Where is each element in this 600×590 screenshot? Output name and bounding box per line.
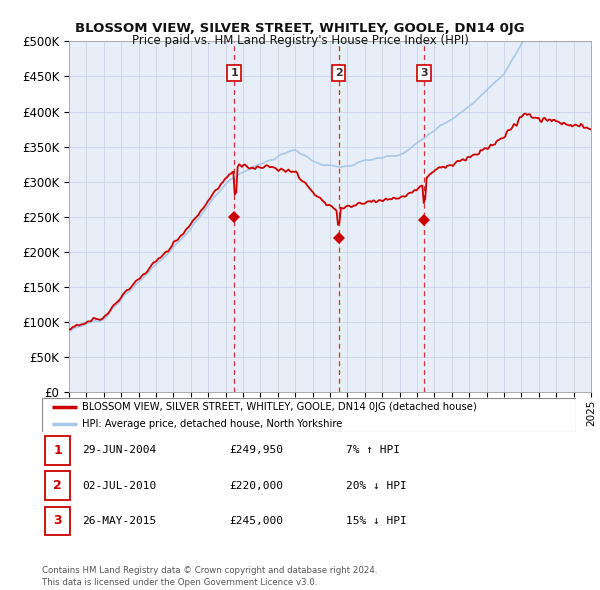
Text: 02-JUL-2010: 02-JUL-2010 (82, 481, 156, 490)
Text: £220,000: £220,000 (229, 481, 283, 490)
Text: 2: 2 (53, 479, 62, 492)
Bar (44, 436, 70, 464)
Bar (44, 507, 70, 535)
Text: 2: 2 (335, 68, 343, 78)
Text: £245,000: £245,000 (229, 516, 283, 526)
Text: 1: 1 (230, 68, 238, 78)
Text: HPI: Average price, detached house, North Yorkshire: HPI: Average price, detached house, Nort… (82, 419, 343, 430)
Text: 7% ↑ HPI: 7% ↑ HPI (346, 445, 400, 455)
Text: 1: 1 (53, 444, 62, 457)
Text: Price paid vs. HM Land Registry's House Price Index (HPI): Price paid vs. HM Land Registry's House … (131, 34, 469, 47)
Text: BLOSSOM VIEW, SILVER STREET, WHITLEY, GOOLE, DN14 0JG: BLOSSOM VIEW, SILVER STREET, WHITLEY, GO… (75, 22, 525, 35)
Bar (44, 471, 70, 500)
Text: 3: 3 (420, 68, 428, 78)
Text: Contains HM Land Registry data © Crown copyright and database right 2024.
This d: Contains HM Land Registry data © Crown c… (42, 566, 377, 587)
Text: BLOSSOM VIEW, SILVER STREET, WHITLEY, GOOLE, DN14 0JG (detached house): BLOSSOM VIEW, SILVER STREET, WHITLEY, GO… (82, 402, 477, 412)
Text: 20% ↓ HPI: 20% ↓ HPI (346, 481, 407, 490)
Text: 15% ↓ HPI: 15% ↓ HPI (346, 516, 407, 526)
Text: 3: 3 (53, 514, 62, 527)
Text: 26-MAY-2015: 26-MAY-2015 (82, 516, 156, 526)
Text: 29-JUN-2004: 29-JUN-2004 (82, 445, 156, 455)
Text: £249,950: £249,950 (229, 445, 283, 455)
